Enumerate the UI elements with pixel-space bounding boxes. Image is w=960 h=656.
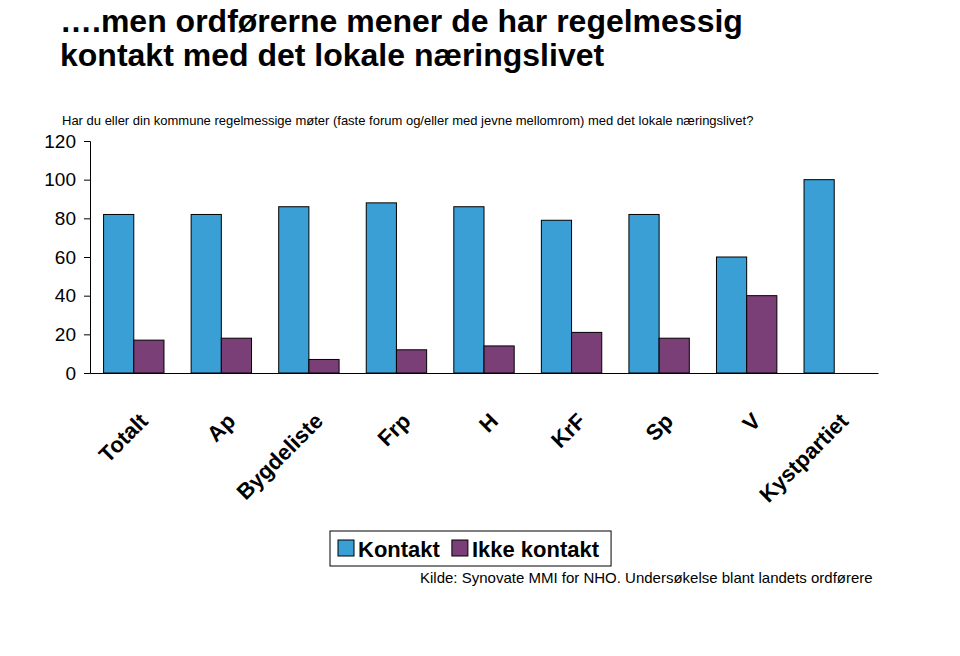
- tick-label: 60: [55, 247, 76, 268]
- bar: [716, 257, 746, 373]
- axis-line: [84, 142, 91, 374]
- tick-mark: [84, 257, 90, 258]
- tick: Frp: [373, 373, 416, 451]
- tick: Ap: [202, 373, 240, 447]
- bar: [747, 296, 777, 373]
- tick-label: Kystpartiet: [754, 408, 853, 507]
- bar: [572, 332, 602, 373]
- bar: [191, 214, 221, 373]
- tick-label: 20: [55, 324, 76, 345]
- bar: [629, 214, 659, 373]
- tick-mark: [84, 141, 90, 142]
- tick-label: Sp: [641, 408, 679, 446]
- tick-mark: [84, 218, 90, 219]
- subtitle: Har du eller din kommune regelmessige mø…: [62, 113, 753, 128]
- legend-swatch: [338, 540, 354, 556]
- tick-mark: [84, 296, 90, 297]
- legend-label: Kontakt: [358, 537, 441, 562]
- y-axis: 0 20 40 60 80 100 120: [44, 131, 90, 384]
- tick: 100: [44, 169, 90, 190]
- bar: [659, 338, 689, 373]
- bar: [454, 207, 484, 373]
- tick-label: KrF: [546, 408, 590, 452]
- tick-label: Ap: [202, 408, 240, 446]
- x-axis: Totalt ApBygdeliste Frp H KrF Sp VKystpartiet: [91, 373, 879, 507]
- tick-mark: [84, 334, 90, 335]
- legend-swatch: [452, 540, 468, 556]
- tick: 0: [65, 363, 90, 384]
- chart: ….men ordførerne mener de har regelmessi…: [0, 0, 960, 656]
- bar: [221, 338, 251, 373]
- title: ….men ordførerne mener de har regelmessi…: [60, 3, 743, 73]
- axis-line: [91, 373, 879, 374]
- tick: V: [738, 373, 766, 436]
- bar: [309, 359, 339, 373]
- tick: Sp: [641, 373, 679, 446]
- bar: [104, 214, 134, 373]
- legend-label: Ikke kontakt: [472, 537, 600, 562]
- tick-label: Frp: [373, 408, 416, 451]
- bar: [834, 373, 864, 374]
- tick-label: Totalt: [94, 408, 153, 467]
- tick-label: 40: [55, 285, 76, 306]
- tick-label: 120: [44, 131, 76, 152]
- tick-mark: [84, 180, 90, 181]
- tick: 20: [55, 324, 90, 345]
- legend: Kontakt Ikke kontakt: [330, 531, 611, 566]
- tick: Totalt: [94, 373, 153, 467]
- bar: [134, 340, 164, 373]
- tick-mark: [84, 373, 90, 374]
- tick: Bygdeliste: [232, 373, 328, 505]
- tick: KrF: [546, 373, 590, 453]
- tick: 120: [44, 131, 90, 152]
- bar: [396, 350, 426, 373]
- bar: [541, 220, 571, 373]
- tick: H: [474, 373, 503, 437]
- bar: [804, 180, 834, 373]
- tick-label: 80: [55, 208, 76, 229]
- bar: [279, 207, 309, 373]
- tick: 40: [55, 285, 90, 306]
- legend-frame: [330, 531, 611, 566]
- bar: [484, 346, 514, 373]
- tick-label: Bygdeliste: [232, 408, 328, 504]
- tick-label: 100: [44, 169, 76, 190]
- tick-label: H: [474, 408, 503, 437]
- tick-label: V: [738, 408, 766, 436]
- tick: 60: [55, 247, 90, 268]
- source: Kilde: Synovate MMI for NHO. Undersøkels…: [420, 569, 873, 586]
- tick: 80: [55, 208, 90, 229]
- bars: [104, 180, 835, 373]
- tick-label: 0: [65, 363, 76, 384]
- tick: Kystpartiet: [754, 373, 853, 507]
- bar: [366, 203, 396, 373]
